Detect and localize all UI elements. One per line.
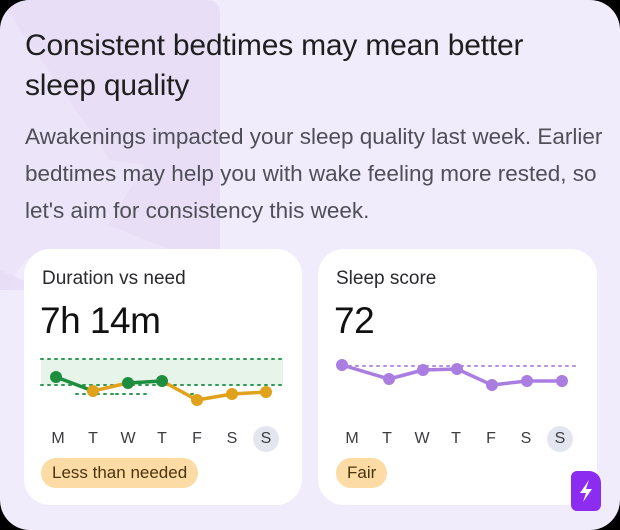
- duration-point: [226, 388, 238, 400]
- day-label: M: [345, 430, 359, 447]
- duration-point: [87, 385, 99, 397]
- insight-title: Consistent bedtimes may mean better slee…: [25, 29, 524, 102]
- score-point: [556, 375, 568, 387]
- lightning-bolt-badge-icon[interactable]: [571, 471, 601, 511]
- sleep-score-card[interactable]: Sleep score 72 M T W T F S S F: [318, 249, 597, 505]
- day-label: T: [451, 430, 461, 447]
- score-point: [336, 359, 348, 371]
- score-point: [417, 364, 429, 376]
- duration-point: [191, 394, 203, 406]
- day-label: F: [486, 430, 496, 447]
- score-status-badge: Fair: [336, 458, 388, 488]
- duration-segment: [55, 375, 94, 393]
- day-label: S: [226, 430, 238, 447]
- score-point: [521, 375, 533, 387]
- duration-card-value: 7h 14m: [40, 300, 161, 341]
- duration-card-label: Duration vs need: [42, 268, 186, 289]
- score-point: [451, 363, 463, 375]
- score-segment: [456, 367, 493, 387]
- score-point: [383, 373, 395, 385]
- lightning-bolt-icon: [580, 480, 592, 502]
- day-label: W: [120, 430, 136, 447]
- day-label: T: [157, 430, 167, 447]
- duration-point: [50, 371, 62, 383]
- score-segment: [341, 363, 390, 381]
- score-card-label: Sleep score: [336, 268, 437, 289]
- day-label: F: [192, 430, 202, 447]
- day-label: M: [51, 430, 65, 447]
- score-chart: [336, 359, 577, 391]
- duration-vs-need-card[interactable]: Duration vs need 7h 14m M T: [24, 249, 302, 505]
- insight-body: Awakenings impacted your sleep quality l…: [25, 124, 603, 223]
- day-label: S: [520, 430, 532, 447]
- score-point: [486, 379, 498, 391]
- day-label: W: [414, 430, 430, 447]
- duration-segment: [161, 379, 198, 402]
- duration-point: [122, 377, 134, 389]
- day-label-today: S: [547, 426, 573, 452]
- score-day-axis: M T W T F S S: [318, 426, 597, 452]
- duration-status-badge: Less than needed: [41, 458, 199, 488]
- duration-point: [260, 386, 272, 398]
- score-card-value: 72: [334, 300, 375, 341]
- day-label: T: [88, 430, 98, 447]
- day-label: T: [382, 430, 392, 447]
- day-label-today: S: [253, 426, 279, 452]
- duration-day-axis: M T W T F S S: [24, 426, 303, 452]
- duration-chart: [40, 358, 284, 406]
- duration-point: [156, 375, 168, 387]
